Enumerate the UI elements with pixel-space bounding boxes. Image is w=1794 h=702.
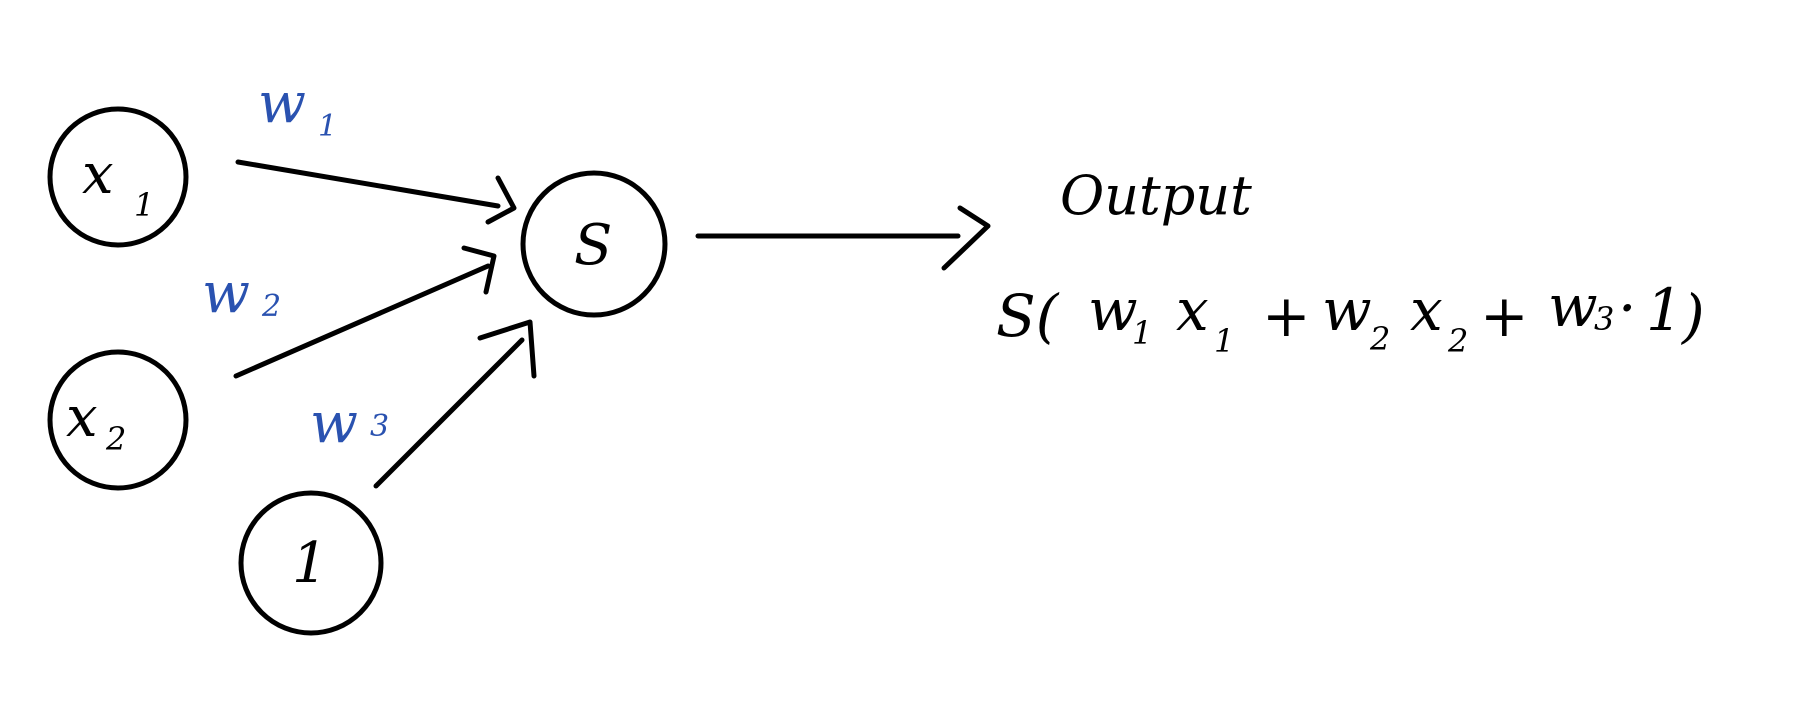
formula-func: S( [996,282,1060,350]
formula-w3: w [1548,272,1598,340]
formula-x1: x [1176,276,1209,344]
formula-close: ) [1680,282,1705,350]
edge-bias-line [373,337,525,489]
input-node-x1-circle [47,106,189,248]
input-node-x1: x 1 [47,106,189,248]
neuron-node-label: S [574,213,612,278]
formula-w3-subscript: 3 [1594,300,1614,338]
formula-w1: w [1088,276,1138,344]
output-formula: S( w 1 x 1 + w 2 x 2 + w 3 · 1 ) [996,272,1705,360]
edge-x1-to-neuron [235,159,517,225]
edge-x2-line [233,263,491,379]
bias-node: 1 [238,490,384,636]
formula-x2: x [1410,276,1443,344]
weight-w2-label: w [202,261,250,326]
bias-node-circle [238,490,384,636]
neuron-node: S [520,170,668,318]
edge-x1-arrowhead [485,175,517,225]
edge-output-arrowhead [941,205,991,271]
input-node-x2-subscript: 2 [105,420,126,458]
edge-bias-arrowhead [477,319,537,379]
input-node-x2: x 2 [47,349,189,491]
formula-x2-subscript: 2 [1447,322,1468,360]
edge-x2-arrowhead [461,245,497,295]
weight-w2: w 2 [202,261,281,326]
weight-w1: w 1 [258,71,337,144]
edge-bias-to-neuron [373,319,537,489]
weight-w3-label: w [310,391,358,456]
weight-w2-subscript: 2 [261,289,281,324]
bias-node-label: 1 [292,531,328,596]
edge-x1-line [235,159,501,209]
formula-dot: · [1618,274,1636,342]
input-node-x1-label: x [82,142,114,207]
edge-neuron-to-output [695,205,991,271]
weight-w3: w 3 [310,391,389,456]
weight-w1-label: w [258,71,306,136]
input-node-x2-label: x [66,385,98,450]
neuron-node-circle [520,170,668,318]
weight-w1-subscript: 1 [318,109,337,144]
formula-plus-1: + [1262,282,1311,350]
input-node-x2-circle [47,349,189,491]
formula-w2: w [1322,276,1372,344]
output-title: Output [1060,164,1252,227]
formula-w2-subscript: 2 [1369,320,1390,358]
formula-x1-subscript: 1 [1214,322,1234,360]
formula-w1-subscript: 1 [1132,314,1152,352]
formula-plus-2: + [1480,282,1529,350]
formula-one: 1 [1646,276,1683,344]
input-node-x1-subscript: 1 [134,186,154,224]
edge-x2-to-neuron [233,245,497,379]
weight-w3-subscript: 3 [370,409,389,444]
